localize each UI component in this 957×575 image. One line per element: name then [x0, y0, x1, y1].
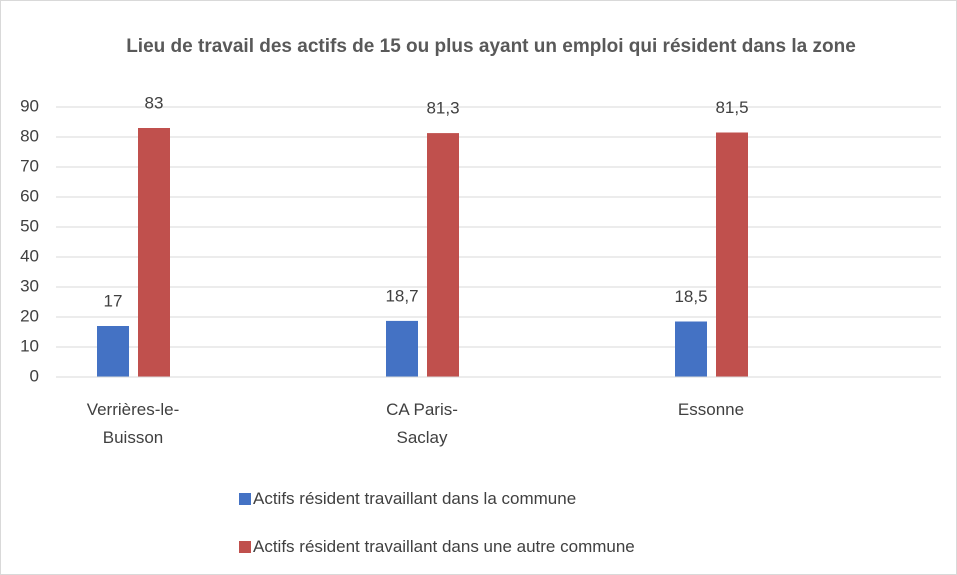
- y-tick-label: 50: [20, 216, 39, 235]
- data-label: 18,7: [385, 286, 418, 305]
- data-label: 17: [104, 291, 123, 310]
- y-tick-label: 60: [20, 186, 39, 205]
- bar: [716, 132, 748, 377]
- x-tick-label: Essonne: [677, 400, 745, 419]
- y-tick-label: 20: [20, 306, 39, 325]
- data-label: 18,5: [674, 287, 707, 306]
- data-label: 81,3: [426, 99, 459, 118]
- legend-swatch: [239, 493, 251, 505]
- bar: [386, 320, 418, 377]
- y-tick-label: 40: [20, 246, 39, 265]
- data-label: 83: [145, 93, 164, 112]
- x-tick-label: CA Paris-Saclay: [386, 400, 458, 447]
- legend-label: Actifs résident travaillant dans la comm…: [253, 489, 577, 508]
- bar: [97, 326, 129, 377]
- bar: [675, 321, 707, 377]
- y-tick-label: 10: [20, 336, 39, 355]
- y-tick-label: 30: [20, 276, 39, 295]
- chart-title: Lieu de travail des actifs de 15 ou plus…: [126, 36, 856, 57]
- y-tick-label: 80: [20, 126, 39, 145]
- y-tick-label: 0: [30, 366, 39, 385]
- bar: [427, 133, 459, 377]
- bar: [138, 128, 170, 377]
- data-label: 81,5: [715, 98, 748, 117]
- y-tick-label: 70: [20, 156, 39, 175]
- legend-label: Actifs résident travaillant dans une aut…: [253, 537, 635, 556]
- y-tick-label: 90: [20, 96, 39, 115]
- legend-swatch: [239, 541, 251, 553]
- x-tick-label: Verrières-le-Buisson: [86, 400, 180, 447]
